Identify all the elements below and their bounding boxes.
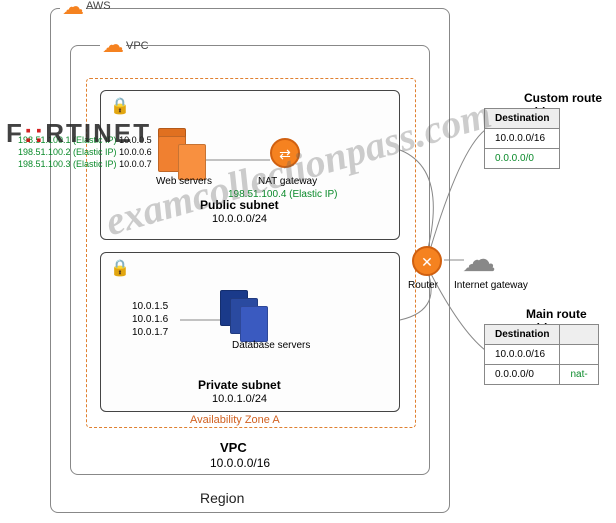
private-ip: 10.0.1.5 (132, 300, 168, 313)
nat-gateway-label: NAT gateway (258, 176, 317, 187)
private-ip: 10.0.1.6 (132, 313, 168, 326)
private-ip: 10.0.1.7 (132, 326, 168, 339)
aws-label: AWS (86, 0, 111, 12)
route-dest: 10.0.0.0/16 (485, 345, 560, 365)
internet-gateway-label: Internet gateway (454, 280, 528, 291)
elastic-ip: 198.51.100.3 (Elastic IP) (18, 159, 117, 169)
fortinet-watermark: F::RTINET (6, 118, 151, 149)
lock-icon: 🔒 (110, 258, 130, 278)
public-subnet-cidr: 10.0.0.0/24 (212, 213, 267, 225)
vpc-title: VPC (220, 440, 247, 455)
route-dest: 0.0.0.0/0 (485, 365, 560, 385)
vpc-tag-label: VPC (126, 40, 149, 52)
route-target (560, 345, 598, 365)
lock-icon: 🔒 (110, 96, 130, 116)
custom-route-table: Destination 10.0.0.0/16 0.0.0.0/0 (484, 108, 560, 169)
main-route-table: Destination 10.0.0.0/16 0.0.0.0/0nat- (484, 324, 599, 385)
route-target: nat- (560, 365, 598, 385)
private-subnet-title: Private subnet (198, 378, 281, 392)
vpc-cidr: 10.0.0.0/16 (210, 456, 270, 470)
db-server-ip-list: 10.0.1.5 10.0.1.6 10.0.1.7 (132, 300, 168, 339)
route-dest-header: Destination (485, 109, 560, 129)
public-subnet-title: Public subnet (200, 198, 279, 212)
route-dest-header: Destination (485, 325, 560, 345)
web-servers-label: Web servers (156, 176, 212, 187)
aws-cloud-icon: ☁ (60, 0, 86, 20)
private-ip: 10.0.0.7 (119, 159, 152, 169)
region-label: Region (200, 490, 244, 506)
route-dest: 0.0.0.0/0 (485, 149, 560, 169)
internet-gateway-icon: ☁ (462, 240, 496, 280)
router-icon: ✕ (412, 246, 442, 276)
availability-zone-label: Availability Zone A (190, 414, 280, 426)
router-label: Router (408, 280, 438, 291)
route-dest: 10.0.0.0/16 (485, 129, 560, 149)
private-subnet-cidr: 10.0.1.0/24 (212, 393, 267, 405)
database-servers-label: Database servers (232, 340, 310, 351)
nat-gateway-icon: ⇄ (270, 138, 300, 168)
vpc-cloud-icon: ☁ (100, 32, 126, 58)
